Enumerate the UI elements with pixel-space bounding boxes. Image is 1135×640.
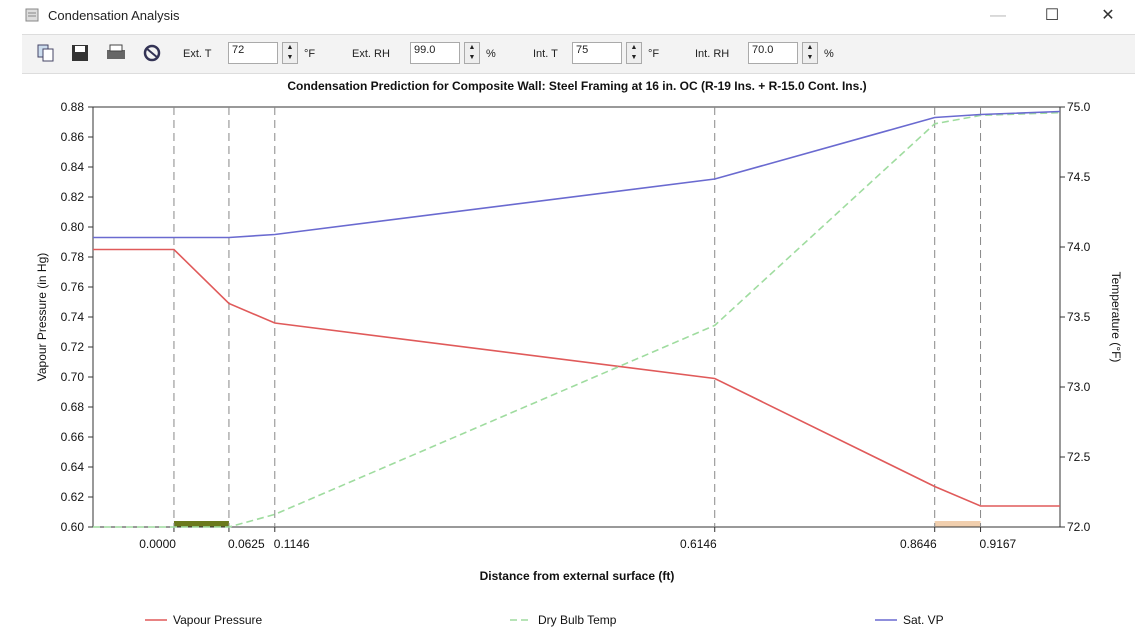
y-tick-label: 0.70: [61, 370, 85, 384]
y-tick-label: 0.78: [61, 250, 85, 264]
x-tick-label: 0.8646: [900, 537, 937, 551]
y-tick-label: 0.66: [61, 430, 85, 444]
spin-button[interactable]: ▲ ▼: [464, 42, 480, 64]
material-band: [934, 521, 981, 527]
minimize-button[interactable]: —: [990, 7, 1006, 24]
y-tick-label: 0.60: [61, 520, 85, 534]
y-tick-label: 0.68: [61, 400, 85, 414]
legend-label: Sat. VP: [903, 613, 944, 627]
field-label: Ext. T: [183, 48, 212, 60]
close-button[interactable]: ✕: [1101, 7, 1115, 24]
field-unit: %: [486, 48, 496, 60]
window-title: Condensation Analysis: [48, 8, 180, 23]
series-line: [93, 111, 1061, 528]
y-tick-label: 0.82: [61, 190, 85, 204]
y2-tick-label: 72.5: [1067, 450, 1091, 464]
field-input[interactable]: 72: [228, 42, 278, 64]
field-label: Int. RH: [695, 48, 730, 60]
title-bar: Condensation Analysis — ☐ ✕: [0, 0, 1135, 32]
y-tick-label: 0.88: [61, 100, 85, 114]
y2-tick-label: 74.5: [1067, 170, 1091, 184]
field-input[interactable]: 99.0: [410, 42, 460, 64]
y2-axis-label: Temperature (°F): [1109, 272, 1123, 363]
spin-button[interactable]: ▲ ▼: [802, 42, 818, 64]
material-band: [173, 521, 229, 527]
y-tick-label: 0.64: [61, 460, 85, 474]
y-tick-label: 0.62: [61, 490, 85, 504]
y-tick-label: 0.86: [61, 130, 85, 144]
toolbar: Ext. T 72 ▲ ▼ °F Ext. RH 99.0 ▲ ▼% Int. T 75 ▲ ▼ °F In…: [22, 34, 1135, 74]
x-tick-label: 0.6146: [680, 537, 717, 551]
settings-button[interactable]: [140, 42, 164, 64]
y2-tick-label: 73.0: [1067, 380, 1091, 394]
field-unit: °F: [648, 48, 660, 60]
y-tick-label: 0.74: [61, 310, 85, 324]
spin-button[interactable]: ▲ ▼: [282, 42, 298, 64]
y2-tick-label: 73.5: [1067, 310, 1091, 324]
x-tick-label: 0.0000: [139, 537, 176, 551]
print-button[interactable]: [104, 42, 128, 64]
legend-label: Dry Bulb Temp: [538, 613, 617, 627]
spin-button[interactable]: ▲ ▼: [626, 42, 642, 64]
x-tick-label: 0.1146: [274, 537, 310, 551]
field-input[interactable]: 75: [572, 42, 622, 64]
y-tick-label: 0.84: [61, 160, 85, 174]
field-unit: %: [824, 48, 834, 60]
y2-tick-label: 75.0: [1067, 100, 1091, 114]
series-line: [93, 110, 1061, 239]
save-button[interactable]: [68, 42, 92, 64]
y-tick-label: 0.72: [61, 340, 85, 354]
y2-tick-label: 72.0: [1067, 520, 1091, 534]
series-line: [93, 248, 1060, 507]
y2-tick-label: 74.0: [1067, 240, 1091, 254]
x-tick-label: 0.9167: [980, 537, 1017, 551]
maximize-button[interactable]: ☐: [1044, 7, 1060, 24]
app-icon: [25, 8, 39, 22]
y-tick-label: 0.80: [61, 220, 85, 234]
copy-button[interactable]: [34, 42, 58, 64]
field-label: Int. T: [533, 48, 558, 60]
y-tick-label: 0.76: [61, 280, 85, 294]
field-label: Ext. RH: [352, 48, 390, 60]
x-axis-label: Distance from external surface (ft): [480, 569, 675, 583]
legend-label: Vapour Pressure: [173, 613, 262, 627]
chart-title: Condensation Prediction for Composite Wa…: [287, 79, 866, 93]
field-unit: °F: [304, 48, 316, 60]
field-input[interactable]: 70.0: [748, 42, 798, 64]
plot-frame: [92, 106, 1061, 528]
x-tick-label: 0.0625: [228, 537, 265, 551]
y-axis-label: Vapour Pressure (in Hg): [35, 253, 49, 382]
